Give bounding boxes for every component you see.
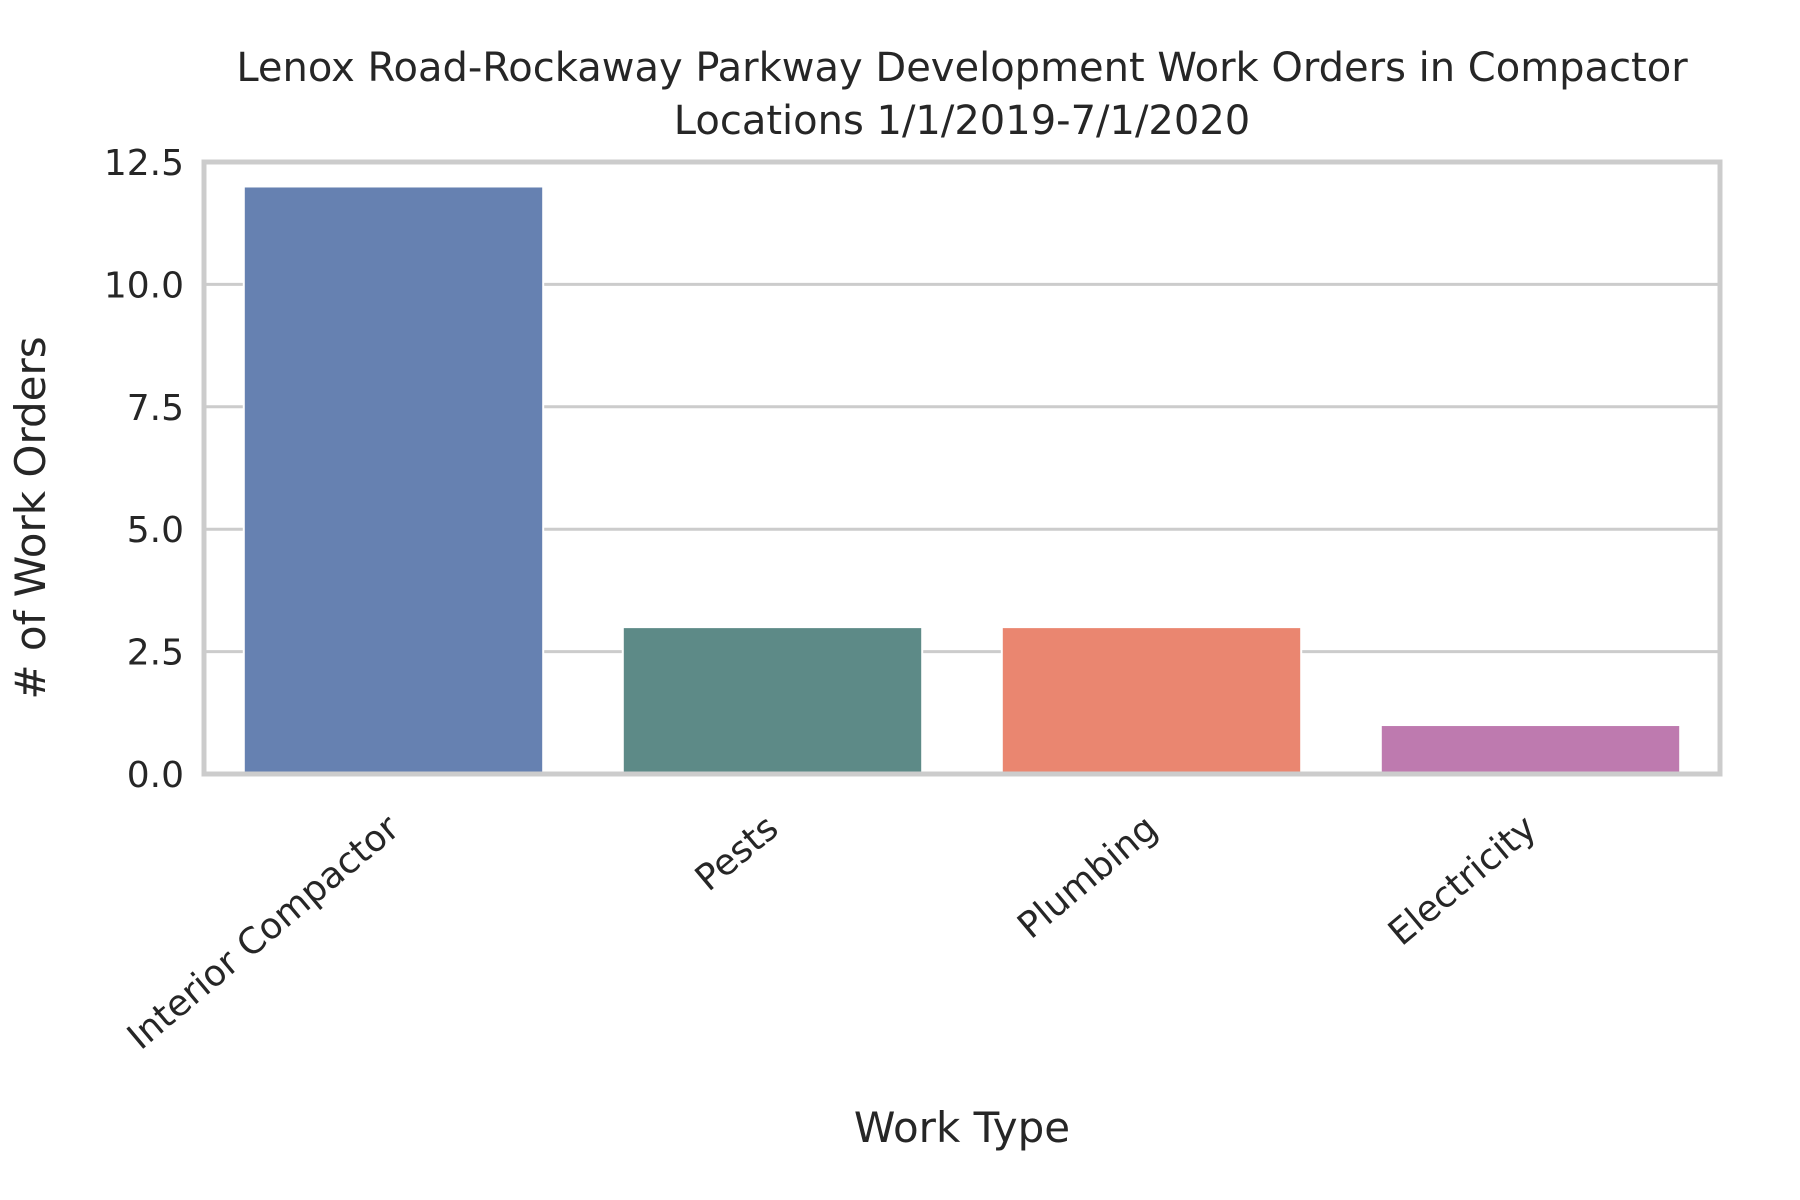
y-tick-label: 12.5 xyxy=(104,143,184,184)
x-axis-label: Work Type xyxy=(854,1103,1070,1152)
bar-plumbing xyxy=(1000,626,1303,775)
bar-interior-compactor xyxy=(242,185,545,776)
y-tick-label: 2.5 xyxy=(127,633,184,674)
y-tick-label: 7.5 xyxy=(127,388,184,429)
x-tick-label: Plumbing xyxy=(1010,807,1165,946)
y-axis-label: # of Work Orders xyxy=(6,336,55,699)
chart-title-line-1: Lenox Road-Rockaway Parkway Development … xyxy=(236,45,1688,91)
x-tick-label: Interior Compactor xyxy=(120,807,407,1057)
y-tick-label: 0.0 xyxy=(127,755,184,796)
plot-frame xyxy=(201,159,1723,777)
chart-title-line-2: Locations 1/1/2019-7/1/2020 xyxy=(674,98,1250,144)
x-tick-labels: Interior Compactor Pests Plumbing Electrici… xyxy=(120,807,1544,1057)
y-tick-label: 10.0 xyxy=(104,265,184,306)
x-tick-label: Pests xyxy=(688,807,787,899)
x-tick-label: Electricity xyxy=(1381,807,1544,953)
y-tick-label: 5.0 xyxy=(127,510,184,551)
bar-electricity xyxy=(1379,724,1682,775)
bars xyxy=(242,185,1682,776)
bar-pests xyxy=(621,626,924,775)
y-tick-labels: 0.0 2.5 5.0 7.5 10.0 12.5 xyxy=(104,143,184,796)
